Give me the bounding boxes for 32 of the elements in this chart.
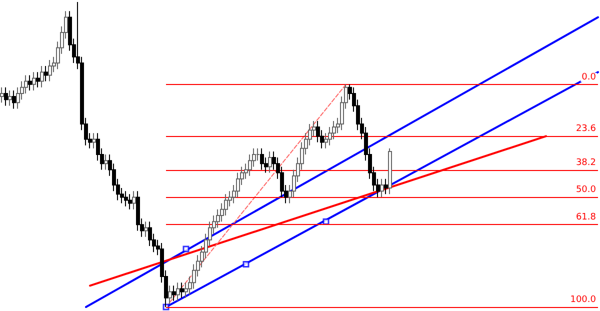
point bbox=[242, 261, 250, 268]
candlestick bbox=[44, 66, 48, 82]
annotation: 100.0 bbox=[570, 295, 596, 305]
candlestick bbox=[32, 72, 36, 91]
candlestick bbox=[12, 90, 16, 110]
candlestick bbox=[268, 150, 272, 174]
annotation: 61.8 bbox=[576, 212, 596, 223]
candlestick bbox=[36, 72, 40, 88]
annotation: 23.6 bbox=[576, 124, 596, 134]
annotation: 0.0 bbox=[582, 72, 596, 82]
candlestick bbox=[260, 148, 264, 170]
candlestick bbox=[4, 86, 8, 106]
candlestick bbox=[388, 148, 392, 195]
candlestick bbox=[40, 66, 44, 88]
candlestick bbox=[384, 178, 388, 195]
annotation: 38.2 bbox=[576, 158, 596, 168]
candlestick bbox=[172, 285, 176, 302]
candlestick bbox=[180, 282, 184, 298]
candlestick bbox=[128, 194, 132, 210]
point bbox=[182, 246, 190, 252]
candlestick bbox=[176, 282, 180, 302]
candlestick bbox=[104, 154, 108, 170]
candlestick bbox=[144, 221, 148, 238]
candlestick bbox=[28, 74, 32, 91]
candlestick bbox=[380, 178, 384, 198]
candlestick bbox=[132, 190, 136, 210]
candlestick bbox=[8, 90, 12, 106]
candlestick bbox=[124, 190, 128, 207]
candlestick bbox=[0, 86, 4, 104]
annotation: 50.0 bbox=[576, 185, 596, 196]
candlestick bbox=[48, 59, 52, 82]
candlestick bbox=[92, 132, 96, 149]
